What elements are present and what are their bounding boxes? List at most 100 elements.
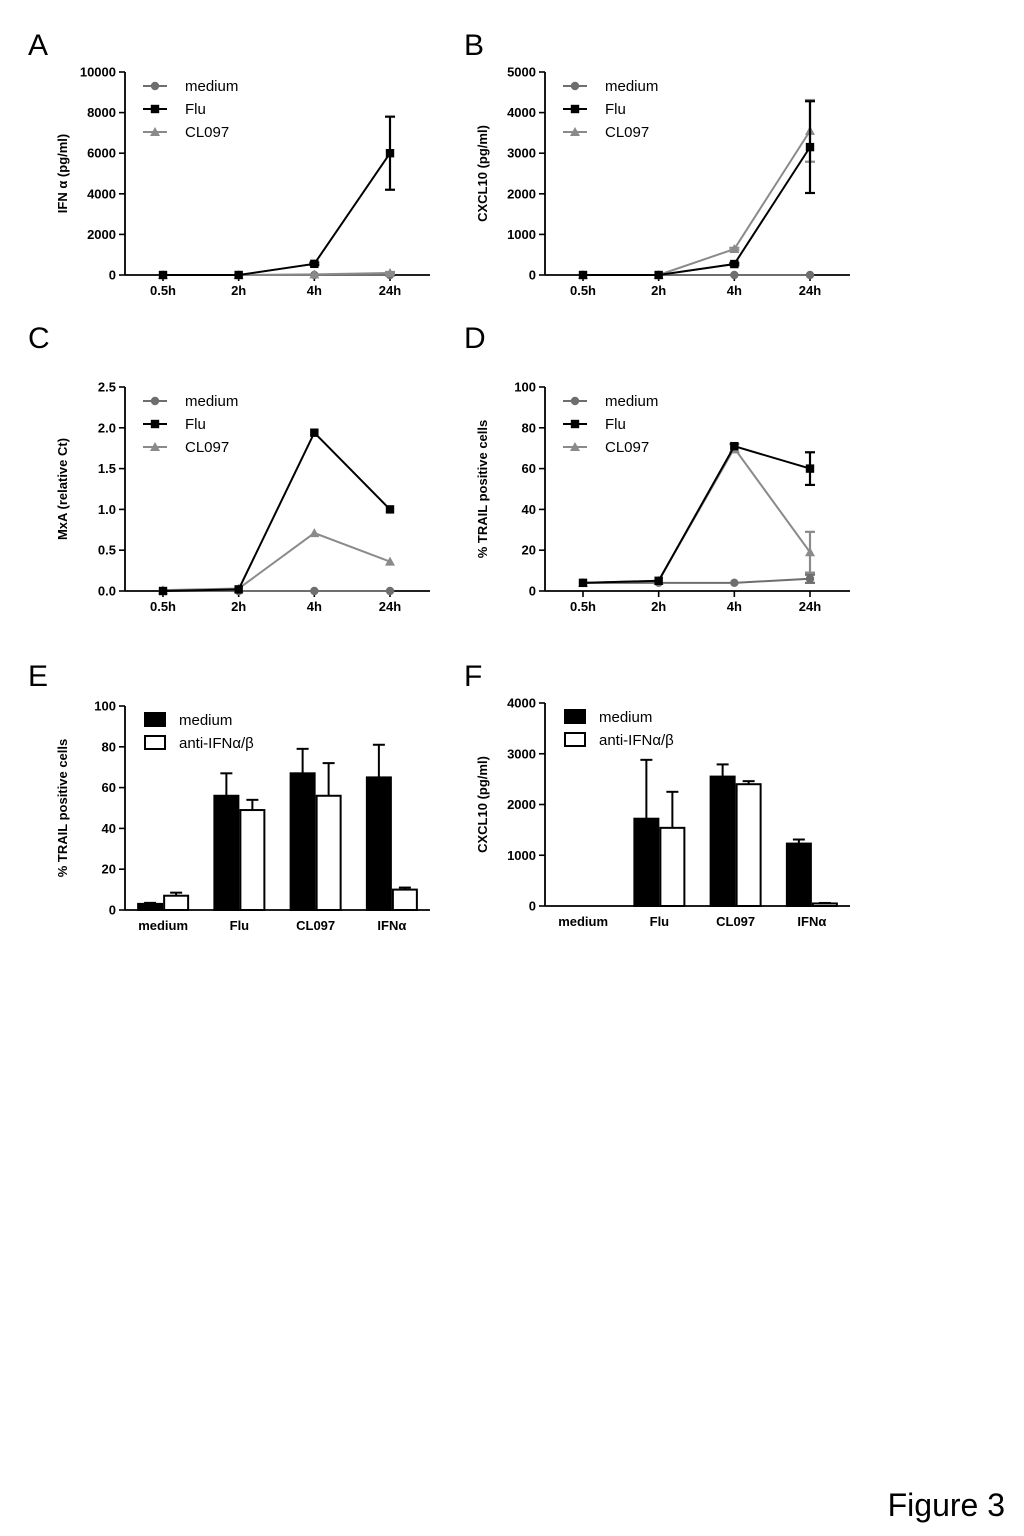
panel-f-ytick-label: 3000: [507, 746, 536, 761]
panel-f-bar-rect: [659, 826, 686, 907]
panel-c-legend-cl097: CL097: [143, 439, 229, 456]
panel-f-xtick-label: IFNα: [797, 914, 826, 929]
panel-f-ylabel: CXCL10 (pg/ml): [475, 756, 490, 853]
panel-a-ylabel: IFN α (pg/ml): [55, 134, 70, 213]
panel-f-ytick-label: 4000: [507, 696, 536, 711]
panel-d-series-flu: [578, 441, 815, 588]
panel-c-legend-medium: medium: [143, 393, 238, 410]
panel-d-ytick-label: 0: [529, 584, 536, 599]
panel-f-bar-rect: [735, 783, 762, 908]
panel-e-bar-anti-ifn-ifn: [391, 886, 418, 911]
panel-a-legend-swatch-marker: [150, 127, 160, 136]
panel-e-bar-rect: [213, 794, 240, 912]
panel-d-xtick-label: 2h: [651, 599, 666, 614]
panel-a: A 0 2000 4000 6000 8000 10000 IFN α (pg/ml) 0.5h…: [28, 29, 430, 298]
panel-a-legend-cl097: CL097: [143, 124, 229, 141]
panel-f-legend-anti-ifn: anti-IFNα/β: [564, 732, 674, 749]
panel-b-letter: B: [464, 29, 484, 62]
panel-d-line-medium: [583, 577, 811, 584]
panel-d-legend-swatch-marker: [570, 442, 580, 451]
panel-a-legend-flu: Flu: [143, 101, 206, 118]
panel-e-bar-rect: [239, 809, 266, 911]
panel-a-ytick-label: 8000: [87, 105, 116, 120]
panel-f-ytick-label: 2000: [507, 797, 536, 812]
panel-d-xtick-label: 0.5h: [570, 599, 596, 614]
panel-b: B 0 1000 2000 3000 4000 5000 CXCL10 (pg/ml) 0.5h…: [464, 29, 850, 298]
panel-e-bar-rect: [289, 772, 316, 911]
panel-a-ytick-label: 10000: [80, 65, 116, 80]
panel-e-xtick-label: medium: [138, 918, 188, 933]
panel-e: E 0 20 40 60 80 100 % TRAIL positive cells mediu…: [28, 660, 430, 933]
panel-b-legend-label: Flu: [605, 101, 626, 118]
panel-e-legend-label: anti-IFNα/β: [179, 735, 254, 752]
panel-c-legend-flu: Flu: [143, 416, 206, 433]
panel-b-xtick-label: 2h: [651, 283, 666, 298]
panel-e-ylabel: % TRAIL positive cells: [55, 739, 70, 877]
panel-b-ylabel: CXCL10 (pg/ml): [475, 125, 490, 222]
panel-a-point-cl097: [309, 269, 320, 279]
panel-e-ytick-label: 60: [102, 780, 116, 795]
panel-e-legend: medium anti-IFNα/β: [144, 712, 254, 752]
panel-b-legend-swatch-marker: [570, 81, 580, 91]
panel-d-legend-swatch-marker: [570, 419, 580, 429]
panel-e-letter: E: [28, 660, 48, 693]
panel-e-bar-rect: [315, 794, 342, 912]
panel-f-bar-rect: [709, 775, 736, 908]
panel-b-ytick-label: 0: [529, 268, 536, 283]
panel-d-ytick-label: 60: [522, 461, 536, 476]
panel-a-xtick-label: 4h: [307, 283, 322, 298]
panel-d-letter: D: [464, 322, 486, 355]
panel-e-bar-rect: [137, 902, 164, 912]
panel-f-bar-anti-ifn-flu: [659, 790, 686, 907]
panel-e-legend-label: medium: [179, 712, 232, 729]
panel-f-legend-swatch: [564, 709, 586, 724]
panel-a-point-flu: [385, 149, 395, 158]
panel-e-bar-rect: [365, 776, 392, 912]
panel-c-line-cl097: [162, 531, 391, 592]
panel-e-legend-medium: medium: [144, 712, 232, 729]
panel-b-ytick-label: 4000: [507, 105, 536, 120]
panel-b-point-flu: [654, 270, 663, 280]
panel-e-ytick-label: 0: [109, 903, 116, 918]
panel-f-ytick-label: 1000: [507, 848, 536, 863]
panel-d-ylabel: % TRAIL positive cells: [475, 420, 490, 558]
panel-e-ytick-label: 100: [94, 699, 116, 714]
panel-a-ytick-label: 0: [109, 268, 116, 283]
panel-c-series-flu: [158, 428, 395, 596]
panel-c-legend-swatch-marker: [150, 442, 160, 451]
panel-d: D 0 20 40 60 80 100 % TRAIL positive cells 0.5h 2…: [464, 322, 850, 614]
panel-a-legend-label: CL097: [185, 124, 229, 141]
panel-c-line-flu: [162, 430, 391, 592]
panel-c-point-flu: [310, 428, 319, 437]
panel-e-legend-swatch: [144, 735, 166, 750]
panel-b-ytick-label: 5000: [507, 65, 536, 80]
panel-c: C 0.0 0.5 1.0 1.5 2.0 2.5 MxA (relative Ct) 0.5h…: [28, 322, 430, 614]
panel-a-letter: A: [28, 29, 48, 62]
panel-a-legend-swatch-marker: [150, 104, 160, 114]
panel-a-legend-swatch-marker: [150, 81, 160, 91]
panel-f-legend-medium: medium: [564, 709, 652, 726]
panel-a-ytick-label: 4000: [87, 186, 116, 201]
panel-e-ytick-label: 40: [102, 821, 116, 836]
panel-d-point-flu: [578, 578, 588, 588]
panel-c-xtick-label: 2h: [231, 599, 246, 614]
panel-e-xtick-label: Flu: [230, 918, 250, 933]
figure-label: Figure 3: [888, 1487, 1005, 1523]
panel-a-legend-label: Flu: [185, 101, 206, 118]
panel-f-ytick-label: 0: [529, 899, 536, 914]
panel-d-legend-swatch-marker: [570, 396, 580, 406]
panel-c-ytick-label: 1.0: [98, 502, 116, 517]
panel-e-bar-rect: [163, 894, 190, 911]
panel-b-point-flu: [578, 270, 588, 280]
panel-c-xtick-label: 0.5h: [150, 599, 176, 614]
panel-a-point-flu: [158, 270, 168, 280]
panel-b-ytick-label: 3000: [507, 146, 536, 161]
panel-a-xtick-label: 24h: [379, 283, 401, 298]
panel-e-bar-rect: [391, 888, 418, 911]
panel-d-point-medium: [730, 578, 739, 588]
panel-c-point-cl097: [385, 556, 395, 566]
panel-d-legend-cl097: CL097: [563, 439, 649, 456]
panel-a-point-flu: [234, 270, 243, 280]
panel-c-point-medium: [385, 586, 395, 596]
panel-a-line-flu: [163, 152, 391, 276]
